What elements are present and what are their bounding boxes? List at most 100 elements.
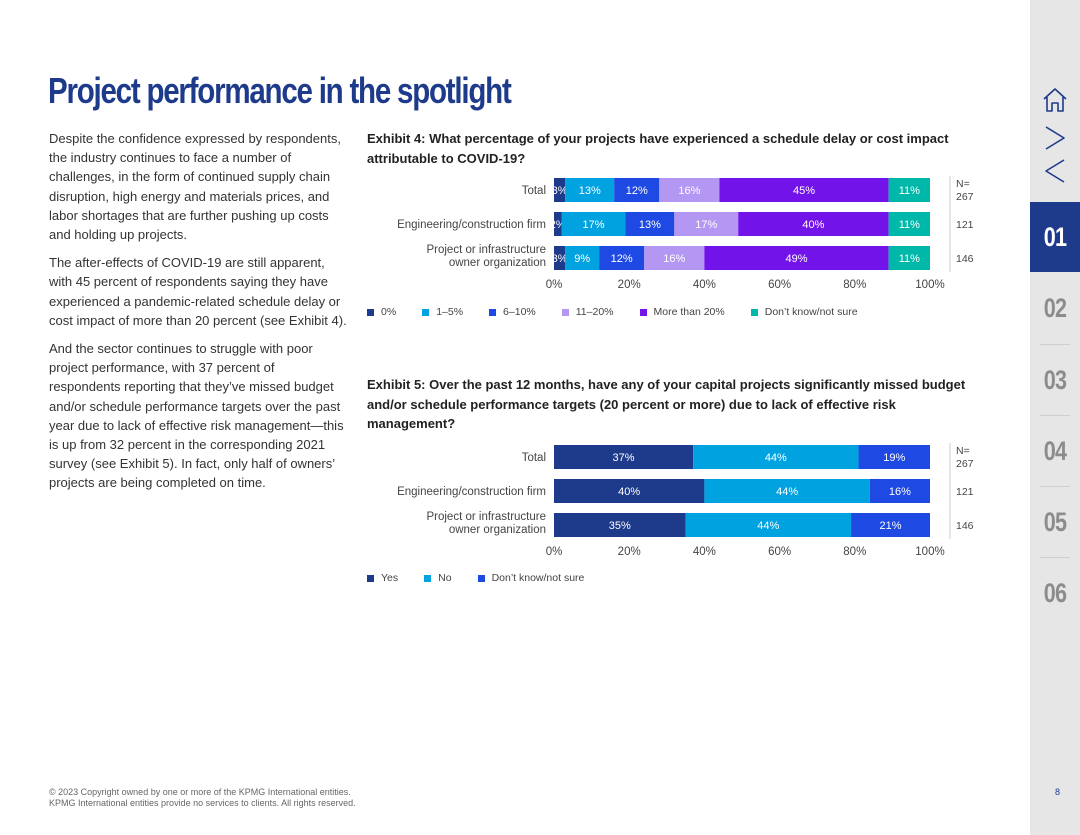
legend-swatch (367, 574, 374, 582)
x-tick-label: 80% (843, 279, 866, 291)
bar-segment (554, 445, 694, 469)
bar-segment (888, 212, 930, 236)
legend-label: Yes (381, 572, 399, 584)
x-tick-label: 40% (693, 279, 716, 291)
bar-segment (851, 513, 930, 537)
bar-segment (858, 445, 930, 469)
x-tick-label: 60% (768, 546, 791, 558)
chevron-left-icon[interactable] (1040, 157, 1070, 185)
n-header: N= (956, 178, 970, 190)
legend-swatch (489, 308, 497, 316)
data-label: 16% (663, 253, 685, 265)
data-label: 40% (802, 219, 824, 231)
nav-divider (1040, 486, 1070, 487)
nav-divider (1040, 344, 1070, 345)
body-paragraph: Despite the confidence expressed by resp… (49, 131, 341, 243)
data-label: 17% (695, 219, 717, 231)
n-value: 267 (956, 191, 974, 203)
nav-section-05[interactable]: 05 (1043, 507, 1067, 537)
bar-segment (554, 246, 566, 270)
legend-item: Don’t know/not sure (477, 572, 585, 584)
legend-item: No (424, 572, 452, 584)
x-tick-label: 100% (915, 546, 944, 558)
category-label: Project or infrastructure owner organizat… (426, 511, 546, 536)
footer-copyright: © 2023 Copyright owned by one or more of… (49, 787, 351, 797)
data-label: 19% (883, 452, 905, 464)
legend-label: 1–5% (436, 306, 464, 318)
legend-label: More than 20% (653, 306, 725, 318)
bar-segment (674, 212, 739, 236)
legend-swatch (477, 574, 485, 582)
bar-segment (888, 246, 930, 270)
legend-label: 6–10% (503, 306, 536, 318)
body-paragraph: And the sector continues to struggle wit… (49, 341, 344, 491)
legend-label: Don’t know/not sure (491, 572, 585, 584)
data-label: 35% (609, 520, 631, 532)
category-label: Engineering/construction firm (397, 486, 546, 498)
nav-section-04[interactable]: 04 (1043, 436, 1067, 466)
home-icon[interactable] (1040, 86, 1070, 114)
n-header: N= (956, 445, 970, 457)
legend-item: Yes (367, 572, 398, 584)
chevron-right-icon[interactable] (1040, 124, 1070, 152)
x-tick-label: 0% (546, 546, 563, 558)
data-label: 11% (899, 219, 920, 231)
x-tick-label: 60% (768, 279, 791, 291)
exhibit-5-chart: N= Total 37% 44% 19% 267 Engineering/construct… (365, 437, 985, 565)
bar-segment (561, 212, 626, 236)
x-tick-label: 40% (693, 546, 716, 558)
data-label: 12% (611, 253, 633, 265)
bar-segment (644, 246, 705, 270)
nav-section-01[interactable]: 01 (1030, 202, 1080, 272)
data-label: 40% (618, 486, 640, 498)
nav-section-06[interactable]: 06 (1043, 578, 1067, 608)
exhibit-5-legend: Yes No Don’t know/not sure (367, 572, 610, 584)
bar-segment (693, 445, 859, 469)
section-sidebar: 01 02 03 04 05 06 (1030, 0, 1080, 835)
exhibit-4-legend: 0% 1–5% 6–10% 11–20% More than 20% Don’t know… (367, 306, 884, 318)
data-label: 44% (757, 520, 779, 532)
bar-segment (659, 178, 720, 202)
data-label: 13% (579, 185, 601, 197)
n-value: 146 (956, 520, 974, 532)
legend-label: 0% (381, 306, 397, 318)
bar-segment (565, 246, 600, 270)
category-label: Project or infrastructure owner organizat… (426, 244, 546, 269)
bar-segment (565, 178, 615, 202)
legend-swatch (367, 308, 374, 316)
exhibit-4-chart: N= Total 3% 13% 12% 16% 45% 11% 267 Engineering/c… (365, 170, 985, 298)
legend-swatch (422, 308, 430, 316)
data-label: 3% (552, 253, 568, 265)
category-label: Total (522, 185, 546, 197)
bar-segment (599, 246, 645, 270)
data-label: 16% (678, 185, 700, 197)
legend-item: 0% (367, 306, 396, 318)
category-label: Engineering/construction firm (397, 219, 546, 231)
x-tick-label: 0% (546, 279, 563, 291)
nav-section-02[interactable]: 02 (1043, 293, 1067, 323)
legend-swatch (424, 574, 432, 582)
data-label: 21% (880, 520, 902, 532)
body-text: Despite the confidence expressed by resp… (49, 129, 347, 502)
page-title: Project performance in the spotlight (48, 70, 512, 111)
legend-swatch (750, 308, 758, 316)
bar-segment (869, 479, 930, 503)
data-label: 9% (574, 253, 590, 265)
legend-item: 1–5% (422, 306, 463, 318)
legend-label: 11–20% (575, 306, 614, 318)
legend-label: No (438, 572, 452, 584)
exhibit-4-svg: N= Total 3% 13% 12% 16% 45% 11% 267 Engineering/c… (397, 176, 974, 291)
data-label: 11% (899, 185, 920, 197)
data-label: 3% (552, 185, 568, 197)
data-label: 37% (613, 452, 635, 464)
exhibit-5-svg: N= Total 37% 44% 19% 267 Engineering/construct… (397, 443, 974, 558)
nav-divider (1040, 415, 1070, 416)
legend-swatch (639, 308, 647, 316)
nav-section-03[interactable]: 03 (1043, 365, 1067, 395)
legend-item: 6–10% (489, 306, 536, 318)
legend-item: Don’t know/not sure (750, 306, 858, 318)
n-value: 146 (956, 253, 974, 265)
bar-segment (554, 178, 566, 202)
data-label: 11% (899, 253, 920, 265)
legend-item: More than 20% (639, 306, 725, 318)
